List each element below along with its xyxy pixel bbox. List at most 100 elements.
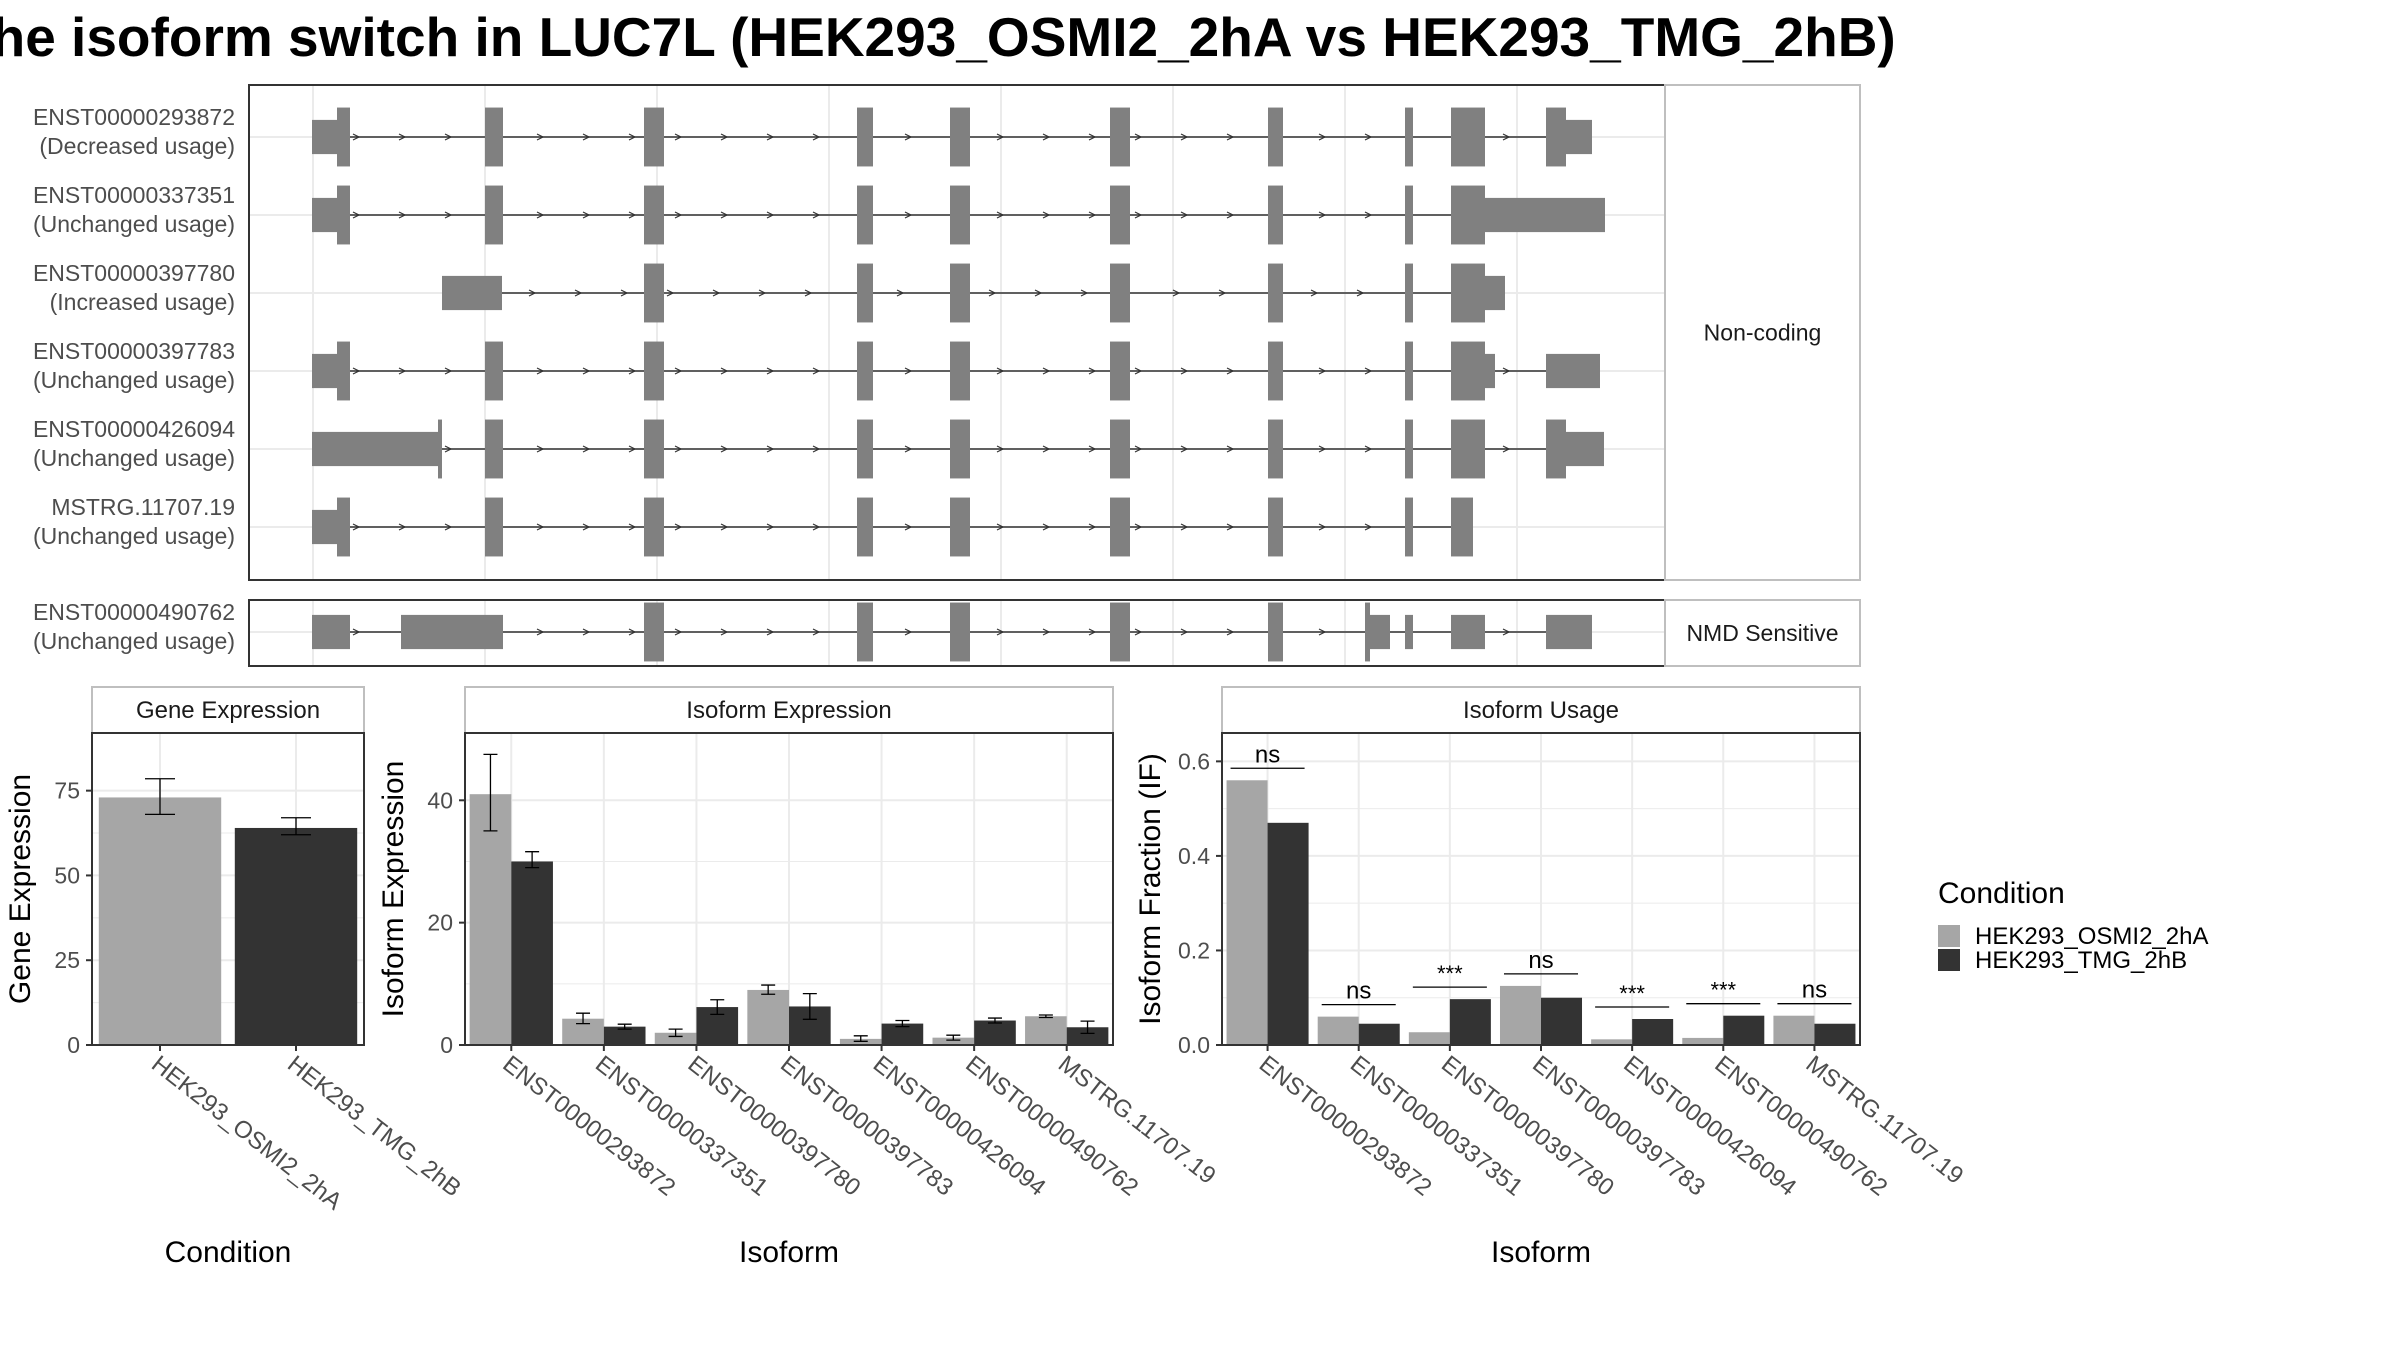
x-axis-title: Condition	[165, 1236, 292, 1269]
bar	[1025, 1016, 1067, 1045]
error-bar	[617, 1023, 632, 1030]
legend-item-label: HEK293_TMG_2hB	[1975, 947, 2187, 974]
strand-arrow	[996, 445, 1005, 453]
x-axis-title: Isoform	[1491, 1236, 1591, 1269]
exon-block	[1566, 431, 1604, 467]
exon-block	[442, 275, 502, 311]
strand-arrow	[720, 133, 729, 141]
x-tick-label: ENST00000397783	[775, 1050, 958, 1201]
error-bar	[1080, 1020, 1095, 1035]
exon-block	[1405, 185, 1413, 245]
strand-arrow	[1088, 367, 1097, 375]
x-tick-label: ENST00000293872	[498, 1050, 681, 1201]
strand-arrow	[1180, 367, 1189, 375]
exon-block	[485, 107, 503, 167]
exon-block	[1451, 419, 1485, 479]
exon-block	[950, 263, 970, 323]
exon-block	[337, 107, 350, 167]
strand-arrow	[766, 523, 775, 531]
exon-block	[644, 602, 664, 662]
strand-arrow	[1502, 133, 1511, 141]
transcript-id-label: ENST00000426094	[33, 416, 235, 442]
strand-arrow	[398, 367, 407, 375]
bar	[881, 1023, 924, 1045]
exon-block	[644, 185, 664, 245]
exon-block	[1110, 341, 1130, 401]
panel-frame	[91, 732, 365, 1046]
strand-arrow	[1318, 523, 1327, 531]
expression-panels: Gene Expression0255075HEK293_OSMI2_2hAHE…	[4, 686, 1968, 1269]
strand-arrow	[398, 133, 407, 141]
exon-block	[1110, 419, 1130, 479]
strand-arrow	[674, 133, 683, 141]
transcript-id-label: ENST00000397780	[33, 260, 235, 286]
error-bar	[987, 1017, 1002, 1024]
strand-arrow	[1364, 133, 1373, 141]
strand-arrow	[536, 133, 545, 141]
exon-block	[1546, 353, 1600, 389]
strand-arrow	[628, 445, 637, 453]
strand-arrow	[996, 523, 1005, 531]
strand-arrow	[444, 211, 453, 219]
error-bar	[281, 817, 311, 836]
exon-block	[857, 602, 873, 662]
exon-block	[1268, 341, 1283, 401]
strand-arrow	[1364, 367, 1373, 375]
strand-arrow	[582, 211, 591, 219]
exon-block	[438, 419, 442, 479]
strand-arrow	[812, 211, 821, 219]
bar	[1317, 1016, 1359, 1045]
strand-arrow	[904, 628, 913, 636]
exon-block	[312, 353, 337, 389]
strand-arrow	[812, 523, 821, 531]
exon-block	[312, 197, 337, 233]
facet-strip-label: NMD Sensitive	[1686, 620, 1838, 646]
chart-panel: Isoform Expression02040ENST00000293872EN…	[377, 686, 1221, 1269]
strand-arrow	[1502, 445, 1511, 453]
bar	[1267, 822, 1309, 1045]
strand-arrow	[1218, 289, 1227, 297]
strand-arrow	[1034, 289, 1043, 297]
facet-strip-label: Non-coding	[1704, 320, 1822, 346]
bar	[1408, 1032, 1450, 1045]
strand-arrow	[536, 211, 545, 219]
error-bar	[853, 1035, 868, 1042]
strand-arrow	[766, 445, 775, 453]
error-bar	[1038, 1014, 1053, 1019]
exon-block	[1110, 107, 1130, 167]
exon-block	[1451, 263, 1485, 323]
strand-arrow	[1088, 133, 1097, 141]
strand-arrow	[1042, 367, 1051, 375]
strand-arrow	[352, 523, 361, 531]
strand-arrow	[766, 367, 775, 375]
y-tick-label: 0.4	[1178, 843, 1210, 869]
bar	[1541, 997, 1583, 1045]
strand-arrow	[1088, 628, 1097, 636]
y-tick-label: 0.2	[1178, 937, 1210, 963]
strand-arrow	[1134, 133, 1143, 141]
transcript-usage-label: (Unchanged usage)	[33, 367, 235, 393]
strand-arrow	[1226, 367, 1235, 375]
strand-arrow	[674, 367, 683, 375]
exon-block	[644, 497, 664, 557]
error-bar	[802, 992, 817, 1020]
strand-arrow	[574, 289, 583, 297]
bar	[511, 861, 553, 1045]
error-bar	[576, 1012, 591, 1025]
y-tick-label: 20	[427, 910, 453, 936]
exon-block	[857, 341, 873, 401]
strand-arrow	[628, 211, 637, 219]
legend-swatch	[1938, 949, 1960, 971]
exon-block	[1546, 419, 1566, 479]
error-bar	[483, 753, 498, 832]
strand-arrow	[1180, 211, 1189, 219]
significance-label: ns	[1528, 947, 1553, 974]
strand-arrow	[1226, 628, 1235, 636]
error-bar	[525, 851, 540, 869]
x-tick-label: ENST00000337351	[590, 1050, 773, 1201]
strand-arrow	[582, 445, 591, 453]
strand-arrow	[1134, 211, 1143, 219]
exon-block	[1110, 185, 1130, 245]
strand-arrow	[712, 289, 721, 297]
